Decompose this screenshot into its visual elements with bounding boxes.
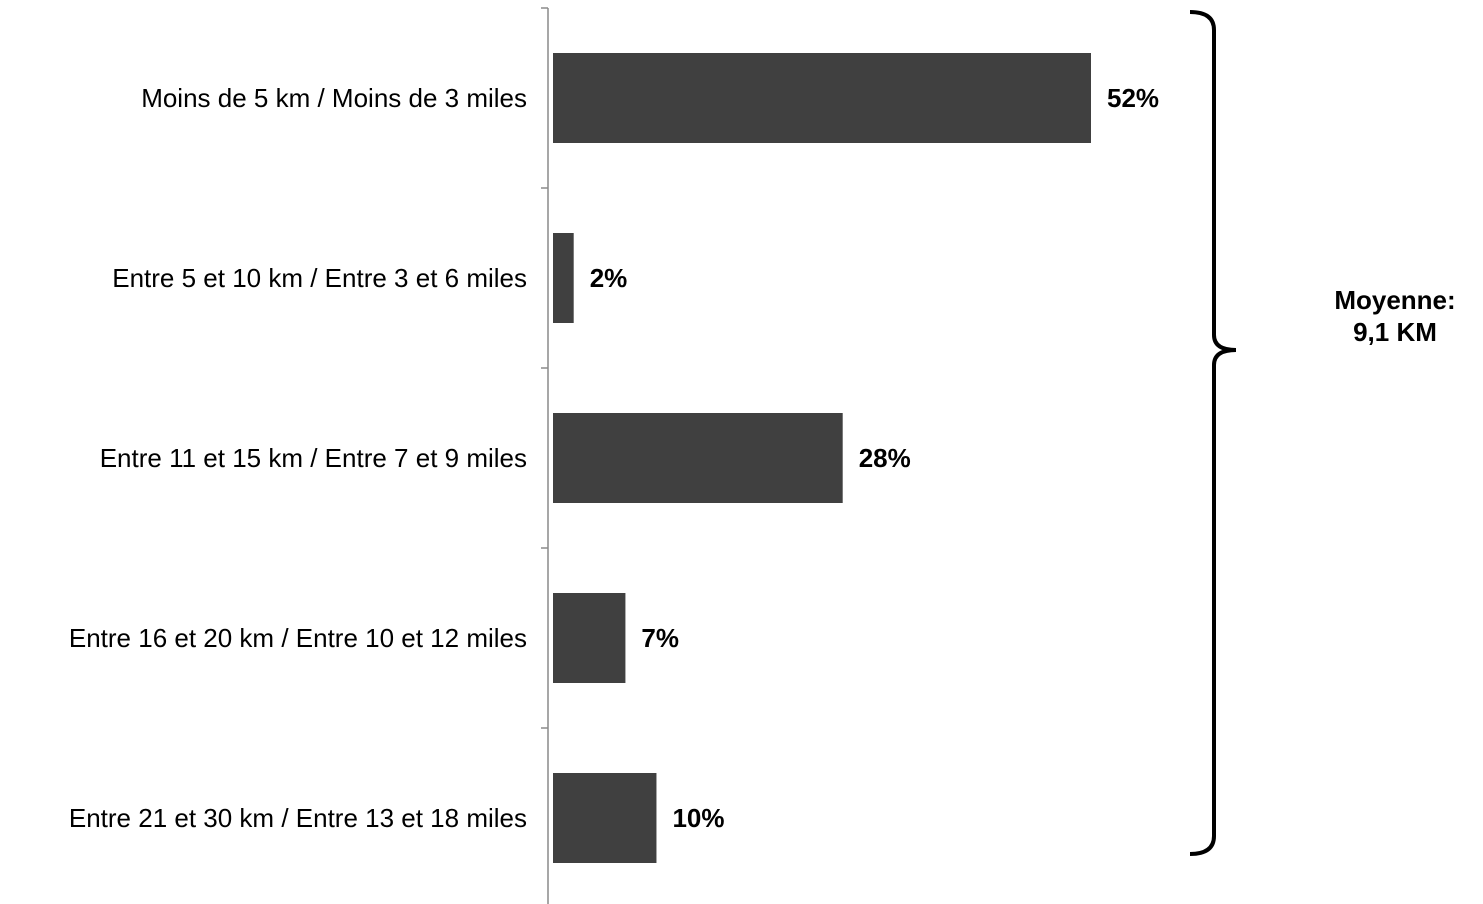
bar bbox=[553, 593, 626, 683]
bar bbox=[553, 413, 843, 503]
axis-ticks bbox=[541, 7, 548, 729]
average-label: Moyenne: bbox=[1334, 285, 1456, 315]
value-labels: 52% 2% 28% 7% 10% bbox=[590, 83, 1159, 833]
bar bbox=[553, 773, 657, 863]
value-label: 52% bbox=[1107, 83, 1159, 113]
category-label: Moins de 5 km / Moins de 3 miles bbox=[141, 83, 527, 113]
bars bbox=[553, 53, 1091, 863]
category-label: Entre 21 et 30 km / Entre 13 et 18 miles bbox=[69, 803, 527, 833]
value-label: 10% bbox=[672, 803, 724, 833]
value-label: 7% bbox=[641, 623, 679, 653]
value-label: 28% bbox=[859, 443, 911, 473]
bar bbox=[553, 233, 574, 323]
average-annotation: Moyenne: 9,1 KM bbox=[1310, 284, 1480, 348]
category-label: Entre 11 et 15 km / Entre 7 et 9 miles bbox=[100, 443, 527, 473]
bar bbox=[553, 53, 1091, 143]
category-labels: Moins de 5 km / Moins de 3 miles Entre 5 … bbox=[69, 83, 527, 833]
category-label: Entre 16 et 20 km / Entre 10 et 12 miles bbox=[69, 623, 527, 653]
value-label: 2% bbox=[590, 263, 628, 293]
average-value: 9,1 KM bbox=[1353, 317, 1437, 347]
average-brace bbox=[1189, 10, 1237, 856]
category-label: Entre 5 et 10 km / Entre 3 et 6 miles bbox=[112, 263, 527, 293]
